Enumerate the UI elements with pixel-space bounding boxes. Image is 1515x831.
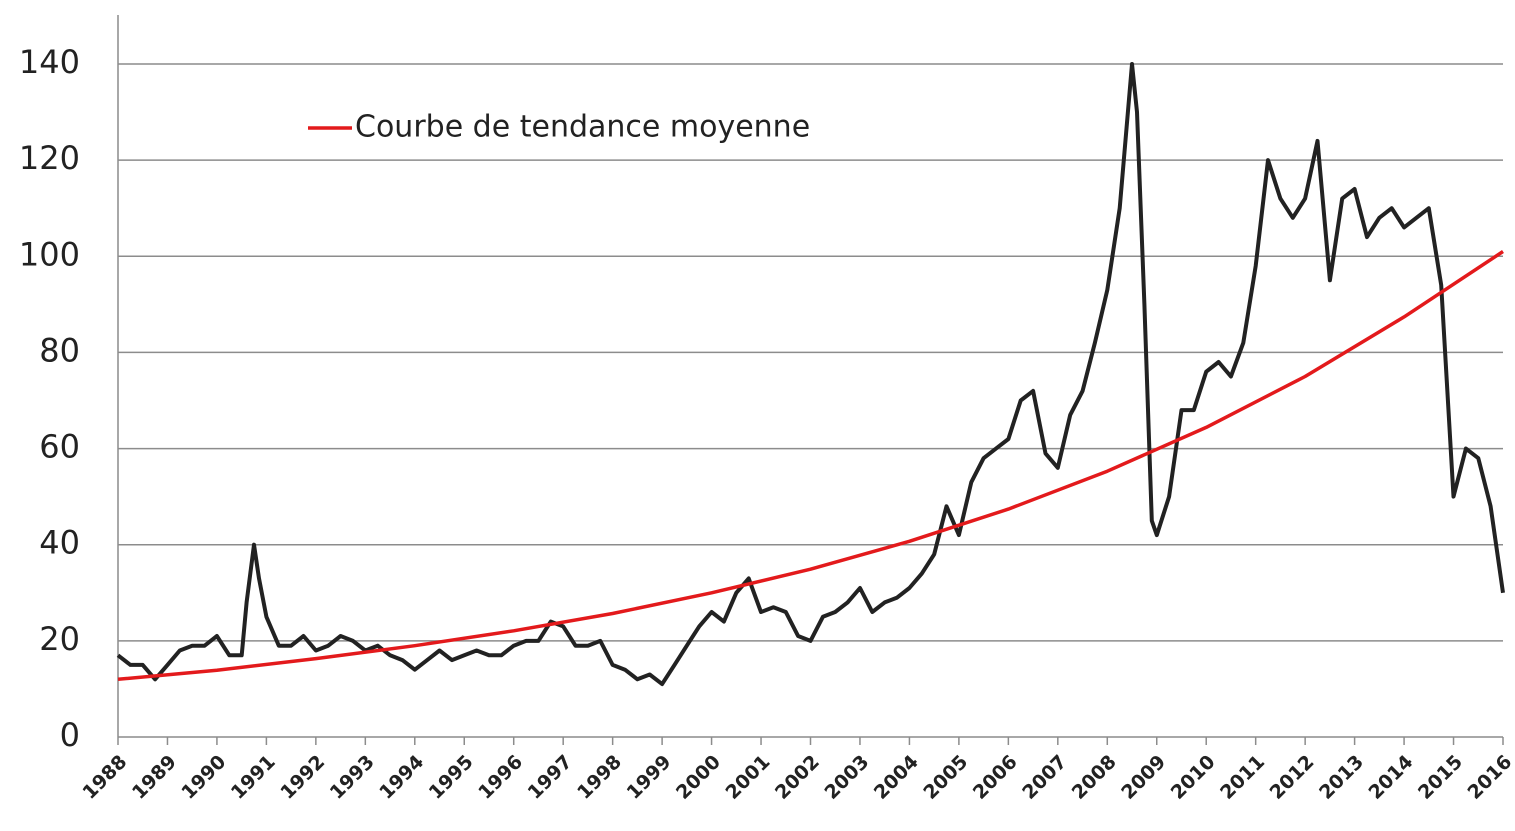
x-tick-label: 1990 bbox=[177, 751, 230, 804]
series-line bbox=[117, 250, 1504, 682]
x-tick-label: 1996 bbox=[474, 751, 527, 804]
y-tick-label: 0 bbox=[60, 716, 80, 754]
x-tick-label: 2001 bbox=[722, 751, 775, 804]
x-tick-label: 1989 bbox=[128, 751, 181, 804]
x-tick-label: 1994 bbox=[375, 751, 428, 804]
x-tick-label: 2015 bbox=[1414, 751, 1467, 804]
y-tick-label: 20 bbox=[39, 620, 80, 658]
x-tick-label: 1997 bbox=[524, 751, 577, 804]
y-tick-label: 40 bbox=[39, 524, 80, 562]
y-tick-label: 80 bbox=[39, 331, 80, 369]
x-tick-label: 2005 bbox=[919, 751, 972, 804]
x-tick-label: 1993 bbox=[326, 751, 379, 804]
x-tick-label: 2004 bbox=[870, 751, 923, 804]
y-tick-label: 60 bbox=[39, 428, 80, 466]
x-tick-label: 1991 bbox=[227, 751, 280, 804]
x-tick-label: 1988 bbox=[78, 751, 131, 804]
x-tick-label: 2014 bbox=[1365, 751, 1418, 804]
x-tick-label: 2011 bbox=[1216, 751, 1269, 804]
x-tick-label: 2006 bbox=[969, 751, 1022, 804]
y-tick-label: 140 bbox=[19, 43, 80, 81]
legend-label: Courbe de tendance moyenne bbox=[355, 110, 810, 145]
x-tick-label: 2013 bbox=[1315, 751, 1368, 804]
x-tick-label: 2000 bbox=[672, 751, 725, 804]
x-tick-label: 1999 bbox=[623, 751, 676, 804]
x-tick-label: 1992 bbox=[276, 751, 329, 804]
x-tick-label: 1998 bbox=[573, 751, 626, 804]
x-tick-label: 2003 bbox=[820, 751, 873, 804]
x-tick-label: 2007 bbox=[1018, 751, 1071, 804]
series-line bbox=[116, 62, 1505, 687]
x-tick-label: 2009 bbox=[1117, 751, 1170, 804]
x-tick-label: 2012 bbox=[1266, 751, 1319, 804]
x-tick-label: 2010 bbox=[1167, 751, 1220, 804]
x-tick-label: 2002 bbox=[771, 751, 824, 804]
x-tick-label: 2008 bbox=[1068, 751, 1121, 804]
y-tick-label: 100 bbox=[19, 235, 80, 273]
x-tick-label: 2016 bbox=[1463, 751, 1515, 804]
x-tick-label: 1995 bbox=[425, 751, 478, 804]
y-tick-label: 120 bbox=[19, 139, 80, 177]
